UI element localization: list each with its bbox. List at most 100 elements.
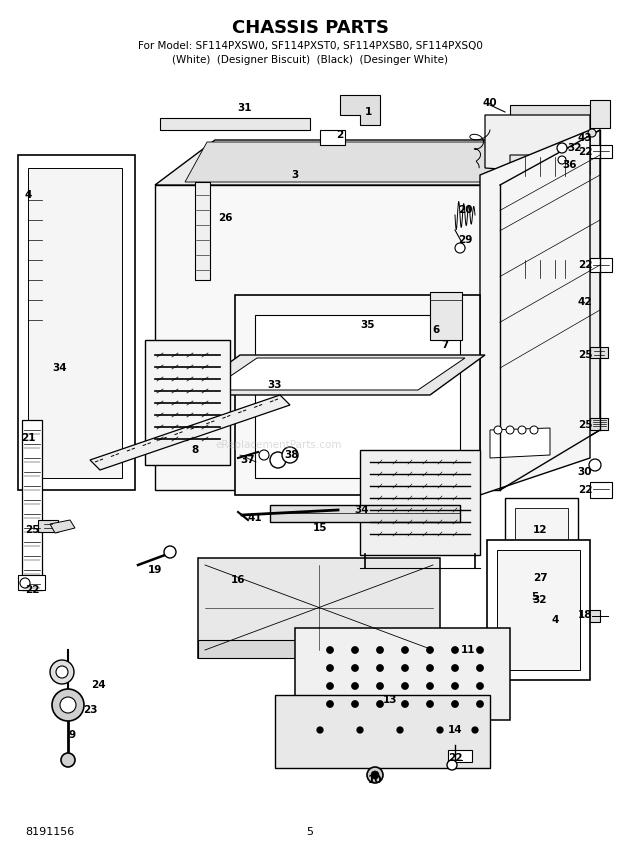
Text: 37: 37 (241, 455, 255, 465)
Polygon shape (497, 550, 580, 670)
Polygon shape (50, 520, 75, 533)
Text: 22: 22 (578, 260, 592, 270)
Circle shape (352, 664, 358, 671)
Circle shape (50, 660, 74, 684)
Polygon shape (590, 418, 608, 430)
Text: 41: 41 (247, 513, 262, 523)
Circle shape (447, 760, 457, 770)
Circle shape (270, 452, 286, 468)
Polygon shape (198, 640, 440, 658)
Text: 25: 25 (578, 350, 592, 360)
Text: 20: 20 (458, 205, 472, 215)
Circle shape (402, 700, 409, 708)
Polygon shape (160, 118, 310, 130)
Polygon shape (487, 540, 590, 680)
Circle shape (327, 664, 334, 671)
Text: 34: 34 (355, 505, 370, 515)
Circle shape (518, 426, 526, 434)
Text: 25: 25 (578, 420, 592, 430)
Text: 5: 5 (306, 827, 314, 837)
Text: 3: 3 (291, 170, 299, 180)
Circle shape (557, 143, 567, 153)
Polygon shape (22, 420, 42, 590)
Text: 24: 24 (91, 680, 105, 690)
Text: 6: 6 (432, 325, 440, 335)
Circle shape (397, 727, 403, 733)
Polygon shape (525, 588, 548, 600)
Circle shape (327, 682, 334, 689)
Text: 10: 10 (368, 775, 383, 785)
Circle shape (367, 767, 383, 783)
Circle shape (56, 666, 68, 678)
Polygon shape (515, 508, 568, 572)
Polygon shape (275, 695, 490, 768)
Text: 32: 32 (533, 595, 547, 605)
Text: 33: 33 (268, 380, 282, 390)
Polygon shape (485, 115, 590, 175)
Text: 36: 36 (563, 160, 577, 170)
Polygon shape (185, 142, 538, 182)
Circle shape (371, 771, 379, 779)
Polygon shape (510, 105, 595, 120)
Circle shape (282, 447, 298, 463)
Text: For Model: SF114PXSW0, SF114PXST0, SF114PXSB0, SF114PXSQ0: For Model: SF114PXSW0, SF114PXST0, SF114… (138, 41, 482, 51)
Text: 25: 25 (25, 525, 39, 535)
Circle shape (352, 700, 358, 708)
Polygon shape (340, 95, 380, 125)
Text: 11: 11 (461, 645, 476, 655)
Text: 34: 34 (53, 363, 68, 373)
Ellipse shape (523, 326, 563, 354)
Text: 30: 30 (578, 467, 592, 477)
Text: 8: 8 (192, 445, 198, 455)
Circle shape (60, 697, 76, 713)
Circle shape (376, 664, 384, 671)
Circle shape (451, 646, 459, 653)
Text: 42: 42 (578, 297, 592, 307)
Circle shape (357, 727, 363, 733)
Polygon shape (18, 575, 45, 590)
Circle shape (477, 700, 484, 708)
Text: eReplacementParts.com: eReplacementParts.com (216, 440, 342, 450)
Text: 7: 7 (441, 340, 449, 350)
Circle shape (437, 727, 443, 733)
Polygon shape (360, 450, 480, 555)
Circle shape (402, 664, 409, 671)
Polygon shape (590, 145, 612, 158)
Ellipse shape (528, 330, 558, 350)
Polygon shape (590, 482, 612, 498)
Polygon shape (320, 130, 345, 145)
Polygon shape (448, 750, 472, 762)
Text: 23: 23 (82, 705, 97, 715)
Text: 26: 26 (218, 213, 232, 223)
Polygon shape (430, 292, 462, 340)
Circle shape (451, 664, 459, 671)
Circle shape (477, 682, 484, 689)
Polygon shape (590, 347, 608, 358)
Text: 5: 5 (531, 592, 539, 602)
Polygon shape (195, 182, 210, 280)
Polygon shape (28, 168, 122, 478)
Circle shape (451, 700, 459, 708)
Polygon shape (490, 428, 550, 458)
Circle shape (327, 700, 334, 708)
Polygon shape (145, 340, 230, 465)
Polygon shape (510, 155, 578, 178)
Circle shape (455, 243, 465, 253)
Circle shape (427, 700, 433, 708)
Circle shape (376, 682, 384, 689)
Circle shape (327, 646, 334, 653)
Polygon shape (590, 258, 612, 272)
Circle shape (589, 459, 601, 471)
Text: 14: 14 (448, 725, 463, 735)
Text: 27: 27 (533, 573, 547, 583)
Text: 18: 18 (578, 610, 592, 620)
Polygon shape (155, 140, 560, 185)
Polygon shape (510, 255, 578, 283)
Text: 38: 38 (285, 450, 299, 460)
Polygon shape (18, 155, 135, 490)
Polygon shape (530, 585, 548, 600)
Text: 15: 15 (312, 523, 327, 533)
Circle shape (530, 426, 538, 434)
Text: 12: 12 (533, 525, 547, 535)
Text: 31: 31 (237, 103, 252, 113)
